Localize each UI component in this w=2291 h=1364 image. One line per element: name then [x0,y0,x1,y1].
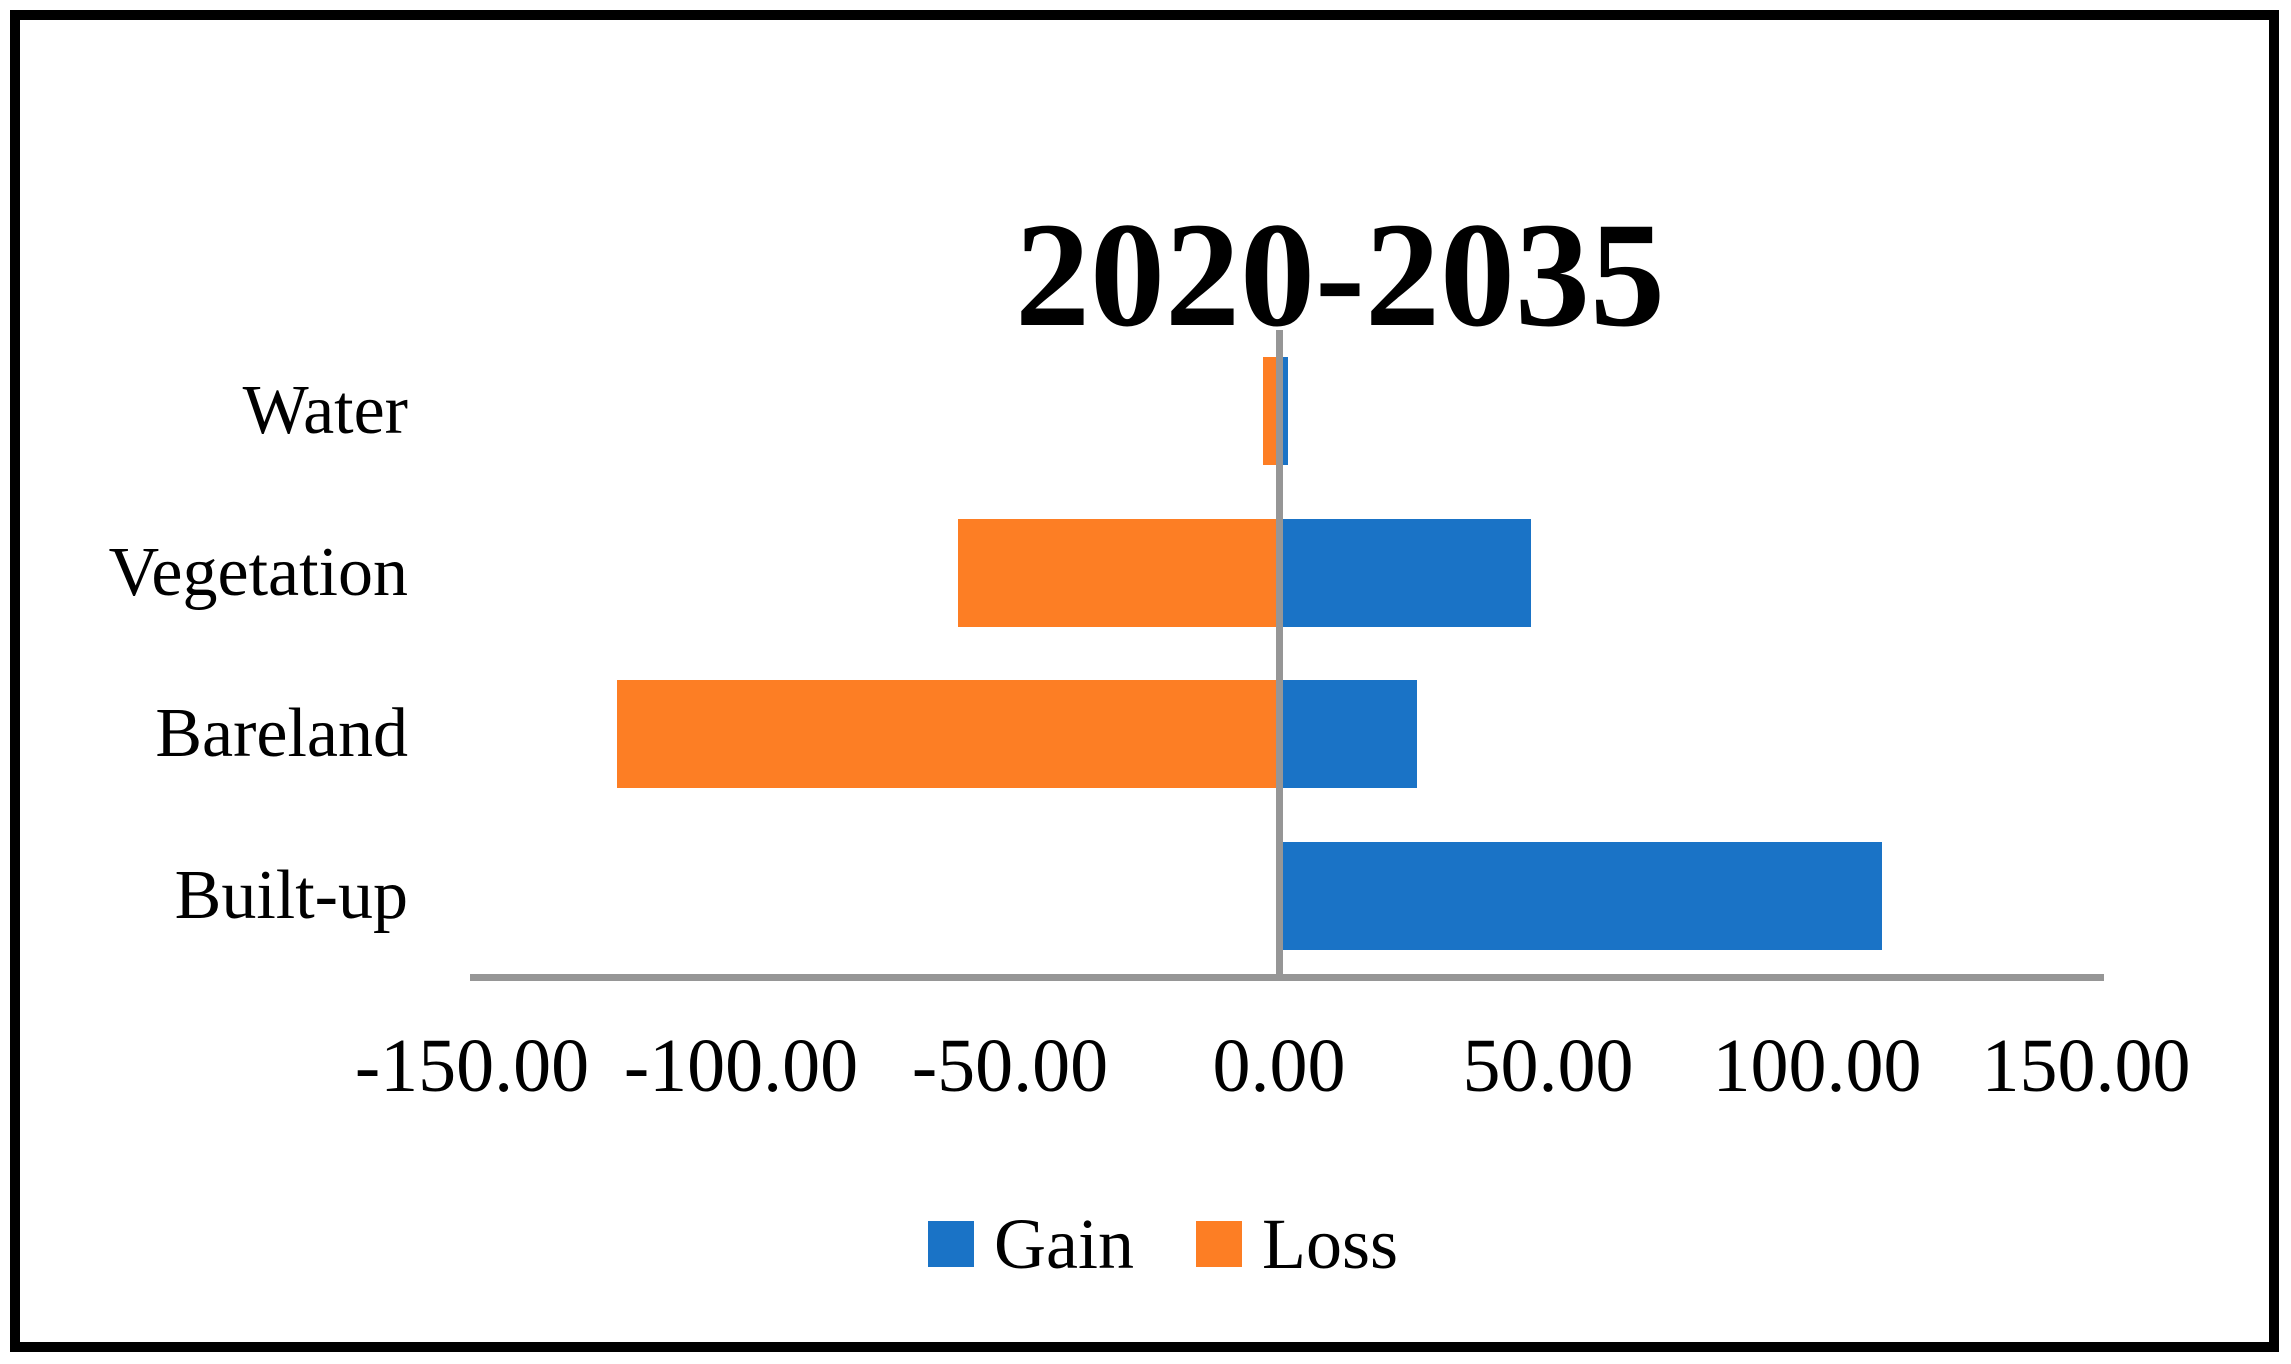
legend-swatch-loss [1195,1221,1242,1267]
x-tick-label--50: -50.00 [911,1024,1109,1108]
bar-loss-vegetation [958,518,1279,627]
chart-title: 2020-2035 [1015,192,1665,358]
x-tick-label-100: 100.00 [1712,1024,1922,1108]
legend-entry-gain: Gain [928,1208,1134,1280]
bar-gain-bareland [1279,680,1418,789]
bar-loss-water [1262,356,1279,465]
bar-loss-bareland [617,680,1279,789]
legend-label-loss: Loss [1261,1204,1398,1284]
legend-entry-loss: Loss [1195,1204,1398,1284]
category-label-bareland: Bareland [155,695,408,773]
x-tick-label--100: -100.00 [623,1024,859,1108]
legend: Gain Loss [928,1208,1398,1280]
category-label-water: Water [242,371,408,449]
category-label-vegetation: Vegetation [108,533,408,611]
x-axis-line [470,974,2104,981]
bar-gain-built-up [1279,842,1883,951]
bar-gain-water [1279,356,1288,465]
legend-swatch-gain [928,1221,974,1267]
legend-label-gain: Gain [994,1204,1134,1284]
x-tick-label--150: -150.00 [354,1024,590,1108]
category-label-built-up: Built-up [174,857,408,935]
x-tick-label-50: 50.00 [1462,1024,1634,1108]
zero-baseline [1276,330,1283,981]
x-tick-label-0: 0.00 [1212,1024,1346,1108]
bar-gain-vegetation [1279,518,1532,627]
chart-border-frame [10,10,2279,1352]
x-tick-label-150: 150.00 [1981,1024,2191,1108]
